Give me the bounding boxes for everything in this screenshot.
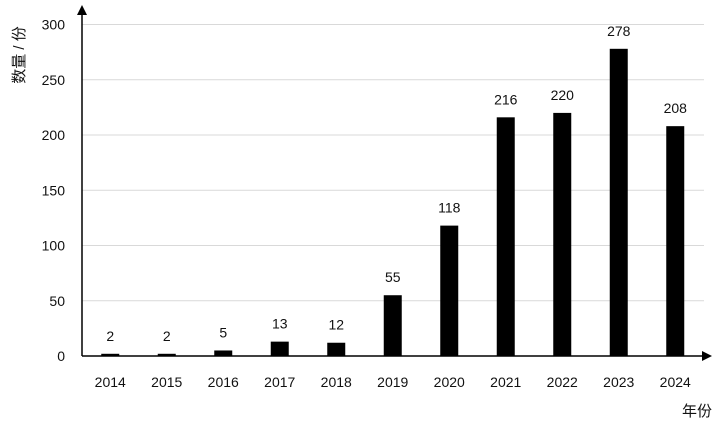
x-tick-label: 2015: [151, 374, 182, 390]
gridlines: [82, 24, 704, 302]
y-axis-arrow: [77, 5, 87, 15]
data-label-2023: 278: [607, 23, 631, 39]
data-label-2014: 2: [106, 328, 114, 344]
x-tick-label: 2016: [208, 374, 239, 390]
x-axis-arrow: [702, 351, 712, 361]
bar-2019: [383, 295, 402, 356]
x-tick-label: 2014: [95, 374, 126, 390]
x-tick-label: 2019: [377, 374, 408, 390]
bar-2023: [609, 48, 628, 357]
data-label-2017: 13: [272, 316, 288, 332]
data-labels: 2 2 5 13 12 55 118 216 220 278 208: [106, 23, 687, 344]
bar-2015: [157, 353, 176, 356]
y-tick-label: 150: [42, 182, 66, 198]
x-tick-label: 2020: [434, 374, 465, 390]
x-axis-ticks: 2014 2015 2016 2017 2018 2019 2020 2021 2022 2023…: [95, 374, 691, 390]
x-tick-label: 2021: [490, 374, 521, 390]
x-tick-label: 2017: [264, 374, 295, 390]
y-tick-label: 300: [42, 17, 66, 33]
y-tick-label: 100: [42, 238, 66, 254]
x-tick-label: 2023: [603, 374, 634, 390]
y-tick-label: 0: [57, 348, 65, 364]
data-label-2024: 208: [664, 100, 688, 116]
data-label-2021: 216: [494, 91, 518, 107]
data-label-2022: 220: [551, 87, 575, 103]
bar-2014: [101, 353, 120, 356]
x-axis-title: 年份: [682, 403, 712, 420]
y-tick-label: 250: [42, 72, 66, 88]
x-tick-label: 2018: [321, 374, 352, 390]
x-tick-label: 2024: [660, 374, 691, 390]
bar-2016: [214, 350, 233, 356]
bar-2017: [270, 341, 289, 356]
data-label-2019: 55: [385, 269, 401, 285]
data-label-2016: 5: [219, 324, 227, 340]
bars: [101, 48, 685, 357]
data-label-2015: 2: [163, 328, 171, 344]
bar-2024: [666, 126, 685, 356]
y-axis-title: 数量 / 份: [11, 26, 28, 84]
bar-2018: [327, 342, 346, 356]
bar-2021: [496, 117, 515, 356]
y-axis-ticks: 0 50 100 150 200 250 300: [42, 17, 66, 365]
bar-2022: [553, 112, 572, 357]
y-tick-label: 200: [42, 127, 66, 143]
data-label-2020: 118: [438, 200, 461, 216]
y-tick-label: 50: [49, 293, 65, 309]
data-label-2018: 12: [328, 317, 344, 333]
bar-2020: [440, 225, 459, 356]
x-tick-label: 2022: [547, 374, 578, 390]
